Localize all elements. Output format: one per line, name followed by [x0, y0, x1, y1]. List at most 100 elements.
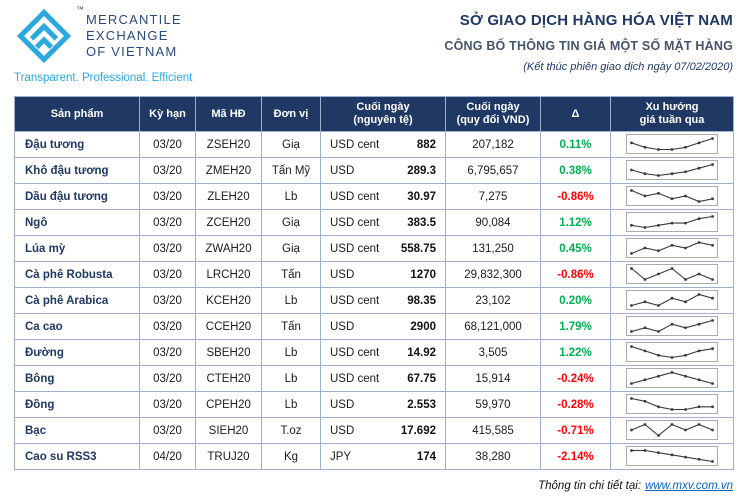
cell-term: 03/20: [139, 183, 196, 210]
cell-unit: Lb: [261, 183, 321, 210]
table-row: Ngô 03/20 ZCEH20 Giạ USD cent 383.5 90,084 1.12…: [14, 209, 734, 236]
cell-product: Ca cao: [14, 313, 140, 340]
cell-trend: [610, 417, 734, 444]
sparkline-frame: [626, 342, 718, 362]
cell-close-vnd: 3,505: [445, 339, 541, 366]
page-subtitle: CÔNG BỐ THÔNG TIN GIÁ MỘT SỐ MẶT HÀNG: [444, 39, 733, 53]
sparkline-frame: [626, 290, 718, 310]
cell-close-vnd: 59,970: [445, 391, 541, 418]
trend-sparkline: [630, 241, 714, 255]
cell-contract-code: CTEH20: [195, 365, 262, 392]
cell-close-vnd: 68,121,000: [445, 313, 541, 340]
column-header-close_native: Cuối ngày (nguyên tệ): [320, 96, 446, 132]
cell-term: 04/20: [139, 443, 196, 470]
close-native-wrap: USD 1270: [324, 269, 442, 281]
cell-trend: [610, 365, 734, 392]
cell-close-native: USD cent 383.5: [320, 209, 446, 236]
table-row: Cao su RSS3 04/20 TRUJ20 Kg JPY 174 38,280 -2.1…: [14, 443, 734, 470]
column-header-code: Mã HĐ: [195, 96, 262, 132]
close-native-wrap: USD 2.553: [324, 399, 442, 411]
sparkline-frame: [626, 420, 718, 440]
close-native-wrap: USD 2900: [324, 321, 442, 333]
cell-contract-code: ZMEH20: [195, 157, 262, 184]
column-header-unit: Đơn vị: [261, 96, 321, 132]
cell-close-native: USD cent 558.75: [320, 235, 446, 262]
cell-contract-code: ZCEH20: [195, 209, 262, 236]
cell-close-vnd: 131,250: [445, 235, 541, 262]
trend-sparkline: [630, 319, 714, 333]
price-table-body: Đậu tương 03/20 ZSEH20 Giạ USD cent 882 207,18…: [14, 131, 734, 470]
cell-product: Bông: [14, 365, 140, 392]
cell-unit: Tấn: [261, 313, 321, 340]
currency-label: USD: [330, 320, 355, 333]
cell-trend: [610, 235, 734, 262]
cell-close-native: USD cent 98.35: [320, 287, 446, 314]
cell-contract-code: TRUJ20: [195, 443, 262, 470]
brand-name-line-1: MERCANTILE: [86, 12, 182, 27]
cell-term: 03/20: [139, 287, 196, 314]
cell-delta: -0.71%: [540, 417, 611, 444]
cell-contract-code: CCEH20: [195, 313, 262, 340]
cell-close-vnd: 7,275: [445, 183, 541, 210]
cell-trend: [610, 183, 734, 210]
cell-term: 03/20: [139, 365, 196, 392]
footer-link[interactable]: www.mxv.com.vn: [645, 480, 733, 492]
cell-term: 03/20: [139, 131, 196, 158]
close-native-value: 30.97: [407, 190, 436, 203]
cell-close-vnd: 207,182: [445, 131, 541, 158]
cell-delta: 0.11%: [540, 131, 611, 158]
table-row: Khô đậu tương 03/20 ZMEH20 Tấn Mỹ USD 289.3 6,…: [14, 157, 734, 184]
cell-unit: Lb: [261, 339, 321, 366]
cell-term: 03/20: [139, 157, 196, 184]
cell-delta: -0.86%: [540, 261, 611, 288]
cell-delta: -0.86%: [540, 183, 611, 210]
close-native-value: 383.5: [407, 216, 436, 229]
currency-label: USD: [330, 164, 355, 177]
close-native-wrap: USD 289.3: [324, 165, 442, 177]
close-native-value: 14.92: [407, 346, 436, 359]
cell-unit: Giạ: [261, 131, 321, 158]
close-native-value: 17.692: [400, 424, 436, 437]
cell-contract-code: ZLEH20: [195, 183, 262, 210]
trademark-symbol: ™: [76, 5, 84, 14]
cell-delta: -0.24%: [540, 365, 611, 392]
cell-term: 03/20: [139, 339, 196, 366]
cell-unit: Tấn: [261, 261, 321, 288]
column-header-delta: Δ: [540, 96, 611, 132]
sparkline-frame: [626, 264, 718, 284]
currency-label: USD cent: [330, 138, 380, 151]
cell-trend: [610, 131, 734, 158]
close-native-value: 98.35: [407, 294, 436, 307]
cell-trend: [610, 157, 734, 184]
cell-term: 03/20: [139, 261, 196, 288]
cell-trend: [610, 339, 734, 366]
close-native-value: 174: [416, 450, 436, 463]
table-row: Bạc 03/20 SIEH20 T.oz USD 17.692 415,585 -0.71%: [14, 417, 734, 444]
table-row: Đồng 03/20 CPEH20 Lb USD 2.553 59,970 -0.28%: [14, 391, 734, 418]
sparkline-frame: [626, 238, 718, 258]
cell-term: 03/20: [139, 209, 196, 236]
close-native-value: 67.75: [407, 372, 436, 385]
cell-delta: -0.28%: [540, 391, 611, 418]
sparkline-frame: [626, 212, 718, 232]
cell-delta: 1.12%: [540, 209, 611, 236]
cell-trend: [610, 443, 734, 470]
price-table: Sản phẩm Kỳ hạn Mã HĐ Đơn vị Cuối ngày (nguy…: [14, 96, 734, 470]
trend-sparkline: [630, 189, 714, 203]
logo-row: ™ MERCANTILE EXCHANGE OF VIETNAM: [14, 5, 192, 64]
cell-unit: Kg: [261, 443, 321, 470]
cell-product: Đậu tương: [14, 131, 140, 158]
cell-unit: T.oz: [261, 417, 321, 444]
column-header-trend: Xu hướng giá tuần qua: [610, 96, 734, 132]
cell-term: 03/20: [139, 313, 196, 340]
trend-sparkline: [630, 163, 714, 177]
cell-close-native: USD cent 882: [320, 131, 446, 158]
cell-product: Cà phê Robusta: [14, 261, 140, 288]
close-native-wrap: USD cent 383.5: [324, 217, 442, 229]
cell-close-vnd: 415,585: [445, 417, 541, 444]
close-native-wrap: USD cent 67.75: [324, 373, 442, 385]
session-date-note: (Kết thúc phiên giao dịch ngày 07/02/202…: [523, 61, 733, 73]
cell-delta: 0.38%: [540, 157, 611, 184]
brand-tagline: Transparent. Professional. Efficient: [14, 72, 193, 84]
